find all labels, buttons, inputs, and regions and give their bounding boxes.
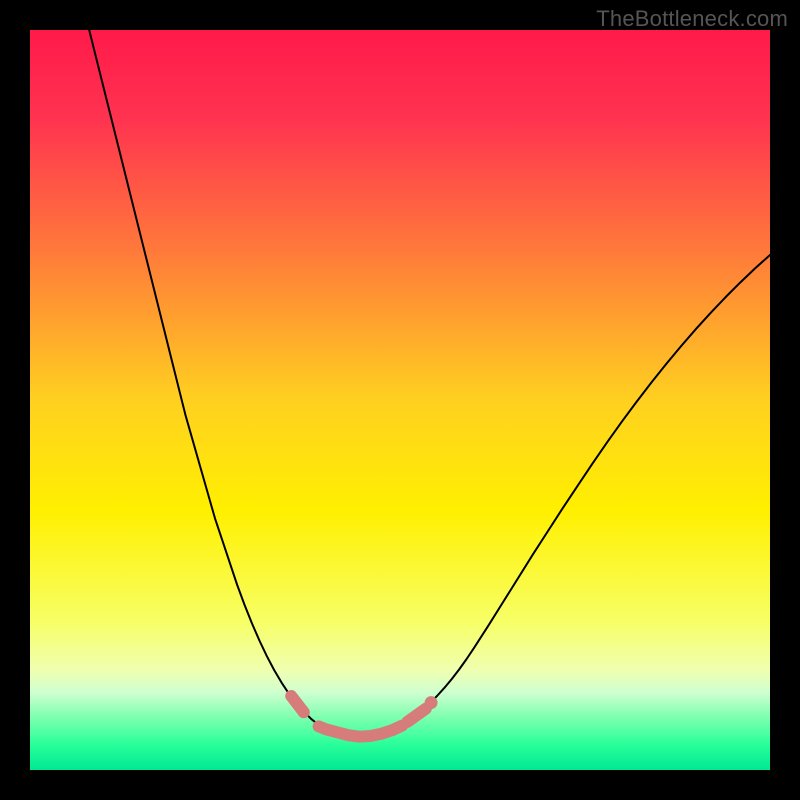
chart-container: TheBottleneck.com <box>0 0 800 800</box>
plot-background <box>30 30 770 770</box>
highlight-end-dot <box>425 696 438 709</box>
bottleneck-chart <box>0 0 800 800</box>
watermark-text: TheBottleneck.com <box>596 6 788 32</box>
